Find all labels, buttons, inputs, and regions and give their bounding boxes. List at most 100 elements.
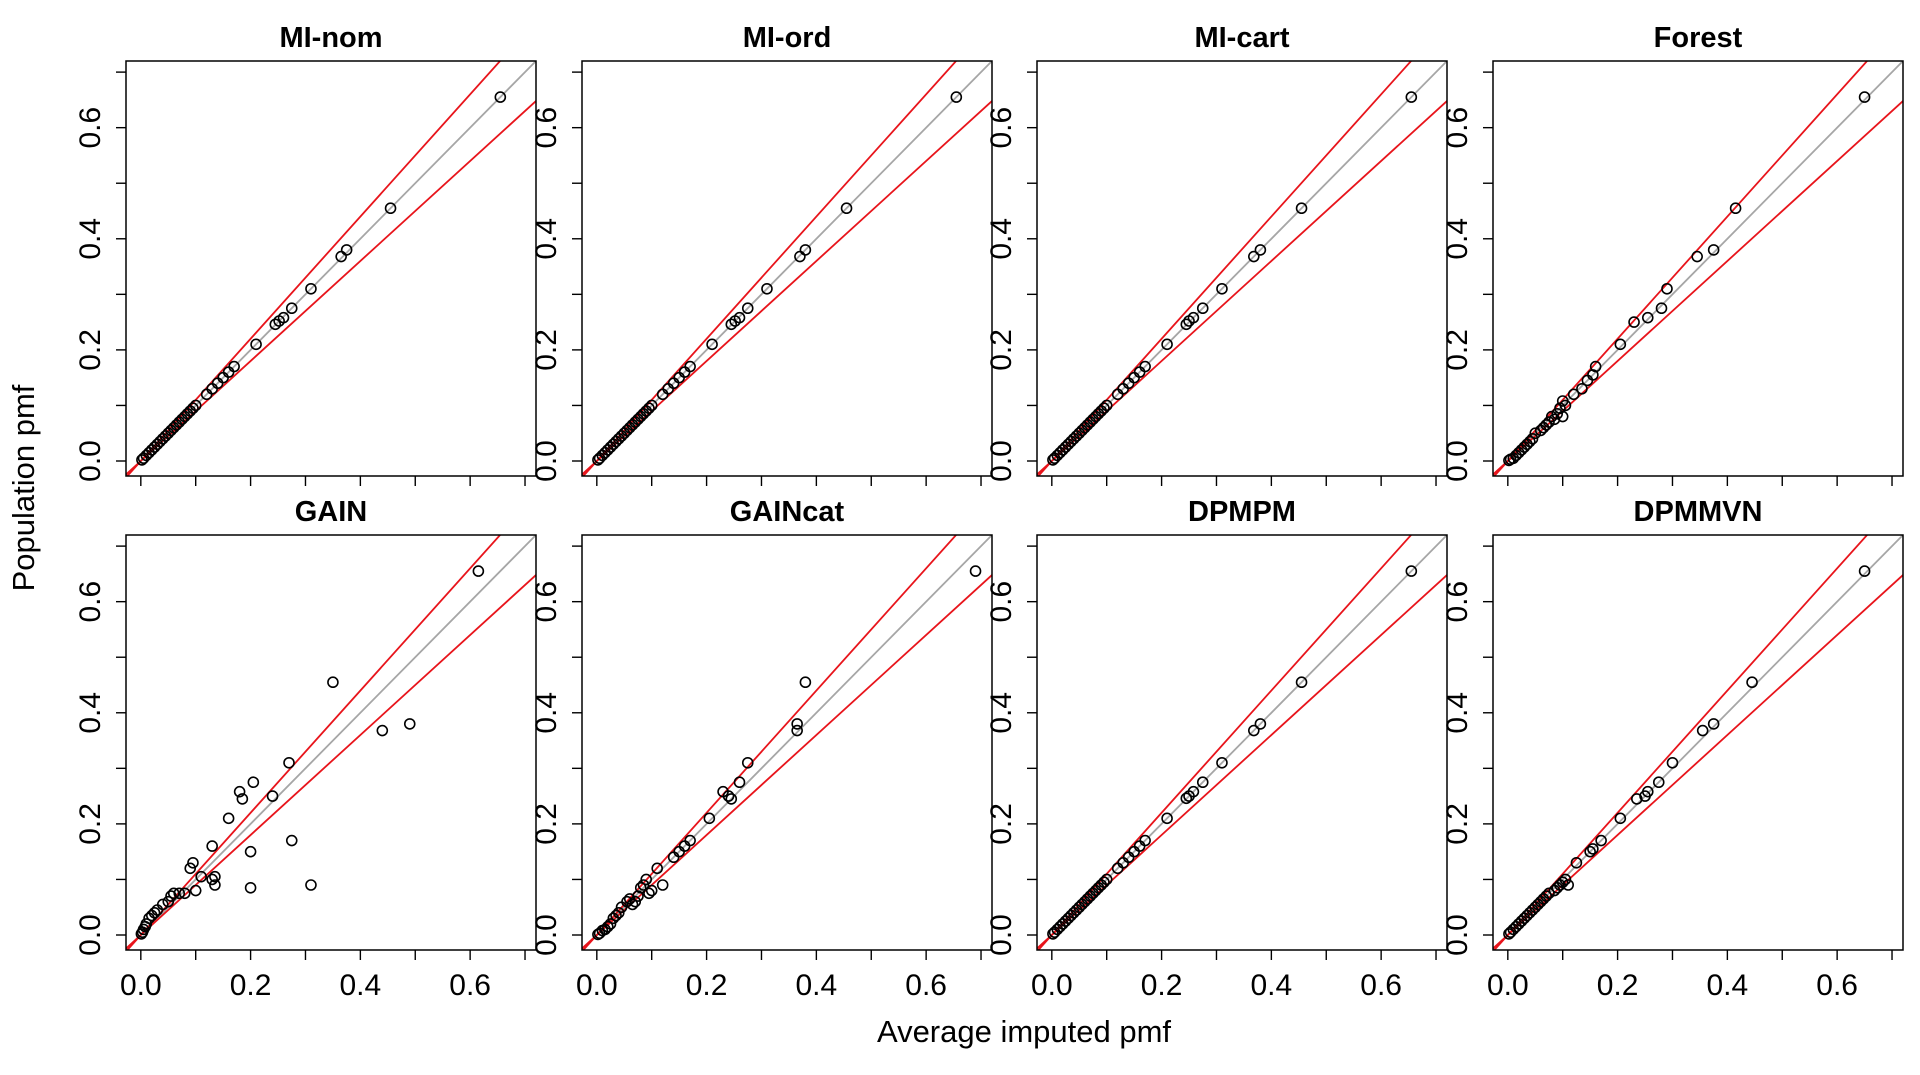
y-tick-label: 0.4: [530, 692, 563, 734]
data-point: [187, 856, 199, 869]
data-point: [1405, 91, 1418, 103]
data-point: [794, 250, 806, 263]
y-tick-label: 0.0: [74, 440, 107, 482]
data-point: [269, 318, 282, 331]
plot-frame: [581, 60, 993, 477]
y-tick-label: 0.2: [74, 803, 107, 845]
plot-frame: [125, 60, 537, 477]
data-point: [1595, 834, 1607, 847]
data-point: [244, 881, 257, 894]
data-points: [592, 91, 963, 466]
data-point: [656, 388, 669, 401]
data-point: [1551, 407, 1564, 420]
data-point: [327, 676, 339, 689]
data-point: [1248, 250, 1260, 263]
data-point: [729, 315, 741, 327]
plot-frame: [1492, 60, 1904, 477]
data-point: [1111, 862, 1124, 875]
y-tick-label: 0.2: [74, 329, 107, 371]
data-point: [1161, 812, 1173, 825]
data-point: [206, 873, 218, 886]
data-point: [273, 315, 285, 327]
upper-bound-line: [1037, 61, 1413, 476]
data-point: [335, 250, 347, 263]
data-point: [1581, 374, 1594, 387]
upper-bound-line: [1037, 535, 1413, 950]
upper-bound-line: [1493, 61, 1869, 476]
data-point: [1180, 318, 1193, 331]
y-tick-label: 0.4: [1441, 218, 1474, 260]
y-tick-label: 0.0: [1441, 914, 1474, 956]
data-point: [1503, 928, 1515, 940]
data-point: [1248, 724, 1260, 737]
data-point: [165, 890, 177, 902]
data-point: [148, 906, 161, 919]
data-point: [1614, 812, 1627, 825]
data-point: [283, 756, 295, 769]
data-point: [136, 454, 148, 466]
data-point: [1631, 793, 1643, 805]
data-point: [1696, 724, 1709, 737]
data-points: [1047, 91, 1418, 466]
y-tick-label: 0.4: [985, 218, 1018, 260]
data-point: [137, 452, 150, 465]
data-point: [233, 785, 246, 798]
data-point: [593, 452, 606, 465]
upper-bound-line: [126, 535, 502, 950]
panel-title: MI-ord: [743, 22, 832, 54]
data-point: [643, 887, 655, 900]
identity-line: [126, 61, 536, 476]
y-tick-label: 0.4: [74, 218, 107, 260]
lower-bound-line: [1037, 99, 1447, 476]
data-point: [178, 887, 191, 900]
data-point: [305, 282, 317, 295]
data-point: [1534, 424, 1547, 437]
data-point: [1405, 565, 1418, 577]
data-point: [637, 879, 650, 891]
x-tick-label: 0.4: [1251, 969, 1293, 1002]
data-point: [610, 909, 622, 922]
lower-bound-line: [1493, 573, 1903, 950]
reference-lines: [1037, 535, 1447, 950]
lower-bound-line: [126, 573, 536, 950]
data-point: [741, 302, 754, 315]
data-point: [1576, 382, 1588, 395]
data-point: [761, 282, 773, 295]
data-point: [626, 898, 639, 911]
reference-lines: [1037, 61, 1447, 476]
data-point: [1570, 856, 1583, 869]
y-tick-label: 0.4: [530, 218, 563, 260]
data-points: [136, 91, 507, 466]
x-tick-label: 0.0: [120, 969, 162, 1002]
panel-forest: Forest 0.0 0.2 0.4 0.6: [1441, 22, 1904, 486]
panel-title: GAIN: [295, 496, 368, 528]
data-point: [950, 91, 963, 103]
plot-frame: [581, 534, 993, 951]
data-point: [135, 928, 148, 940]
data-point: [1216, 282, 1228, 295]
x-axis-title: Average imputed pmf: [877, 1014, 1171, 1049]
data-point: [1048, 926, 1061, 939]
y-tick-label: 0.2: [530, 329, 563, 371]
identity-line: [1493, 61, 1903, 476]
data-point: [1641, 311, 1654, 324]
y-tick-label: 0.6: [985, 107, 1018, 149]
data-point: [472, 565, 485, 577]
x-tick-label: 0.6: [1360, 969, 1402, 1002]
data-point: [592, 454, 604, 466]
data-point: [1111, 388, 1124, 401]
lower-bound-line: [1037, 573, 1447, 950]
data-point: [266, 790, 279, 802]
data-point: [1295, 676, 1308, 689]
data-point: [1691, 250, 1703, 263]
reference-lines: [582, 61, 992, 476]
panel-title: MI-cart: [1194, 22, 1289, 54]
y-tick-label: 0.2: [530, 803, 563, 845]
data-point: [1562, 879, 1574, 891]
y-tick-label: 0.0: [985, 440, 1018, 482]
data-point: [376, 724, 389, 737]
y-tick-label: 0.6: [530, 107, 563, 149]
data-point: [145, 909, 158, 922]
y-tick-label: 0.6: [530, 581, 563, 623]
